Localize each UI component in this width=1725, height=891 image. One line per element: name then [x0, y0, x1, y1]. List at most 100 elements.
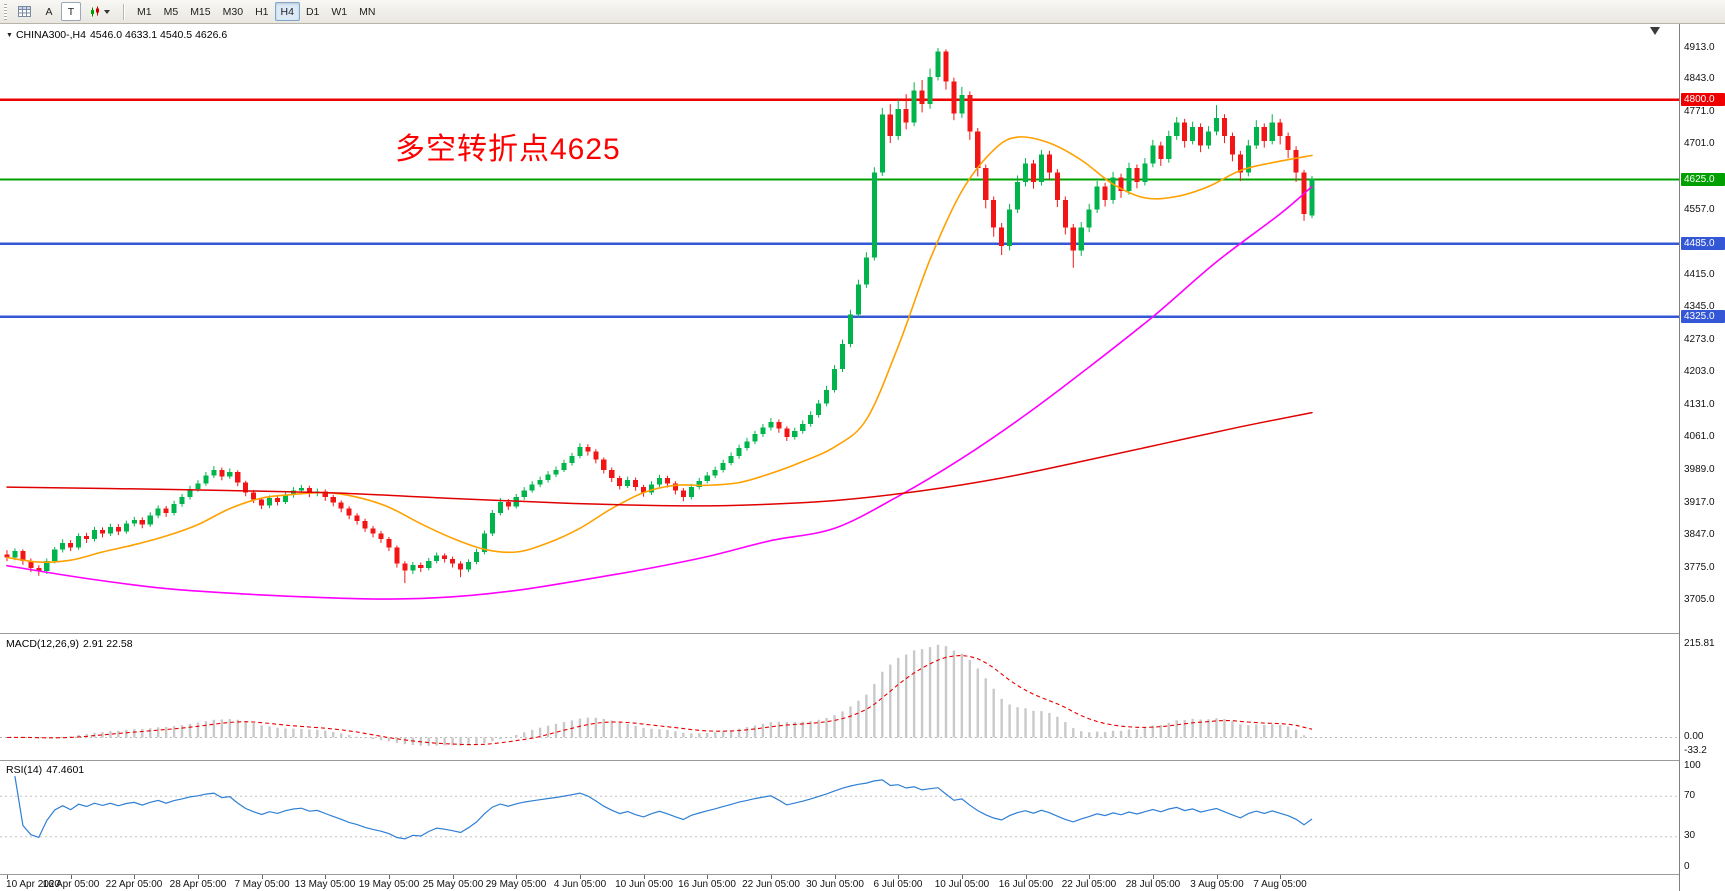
time-tick [262, 875, 263, 879]
panel-divider-macd-rsi[interactable] [0, 760, 1725, 761]
text-tool-button[interactable]: T [61, 2, 81, 21]
chart-shift-marker[interactable] [1650, 27, 1660, 35]
time-tick [1217, 875, 1218, 879]
time-label: 16 Apr 05:00 [42, 879, 100, 890]
symbol-name: CHINA300-,H4 [15, 29, 86, 41]
price-label: 4557.0 [1684, 204, 1715, 216]
time-tick [962, 875, 963, 879]
price-label: 30 [1684, 830, 1696, 842]
price-label: 4131.0 [1684, 398, 1715, 410]
grid-icon [18, 6, 31, 17]
timeframe-button-mn[interactable]: MN [353, 2, 381, 21]
time-label: 30 Jun 05:00 [806, 879, 864, 890]
macd-label: MACD(12,26,9) [6, 638, 79, 650]
time-label: 19 May 05:00 [358, 879, 420, 890]
rsi-panel[interactable] [0, 761, 1679, 874]
price-label: 4345.0 [1684, 301, 1715, 313]
time-tick [198, 875, 199, 879]
time-tick [1026, 875, 1027, 879]
time-tick [771, 875, 772, 879]
price-label: 3847.0 [1684, 528, 1715, 540]
price-label: 4843.0 [1684, 73, 1715, 85]
macd-info-line: MACD(12,26,9) 2.91 22.58 [6, 638, 137, 650]
time-label: 22 Jul 05:00 [1061, 879, 1117, 890]
time-axis-line [0, 874, 1725, 875]
time-label: 7 Aug 05:00 [1253, 879, 1307, 890]
time-label: 13 May 05:00 [294, 879, 356, 890]
timeframe-button-m1[interactable]: M1 [131, 2, 158, 21]
price-label: 0.00 [1684, 730, 1704, 742]
price-label: 4273.0 [1684, 333, 1715, 345]
timeframe-button-m5[interactable]: M5 [158, 2, 185, 21]
time-label: 10 Jun 05:00 [615, 879, 673, 890]
arrow-tool-label: A [45, 5, 53, 18]
time-label: 10 Apr 2020 [6, 879, 60, 890]
toolbar-separator [123, 3, 124, 20]
price-label: 70 [1684, 789, 1696, 801]
time-tick [644, 875, 645, 879]
time-label: 22 Jun 05:00 [742, 879, 800, 890]
symbol-dropdown-icon[interactable]: ▼ [6, 32, 13, 39]
time-label: 3 Aug 05:00 [1190, 879, 1244, 890]
time-label: 7 May 05:00 [234, 879, 290, 890]
timeframe-button-m15[interactable]: M15 [184, 2, 216, 21]
price-badge: 4485.0 [1681, 237, 1725, 251]
ohlc-values: 4546.0 4633.1 4540.5 4626.6 [89, 29, 228, 41]
time-tick [1153, 875, 1154, 879]
main-price-panel[interactable] [0, 24, 1679, 633]
candles-icon [91, 6, 99, 16]
chart-object-dropdown[interactable] [83, 2, 116, 21]
annotation-text[interactable]: 多空转折点4625 [395, 133, 621, 166]
time-label: 22 Apr 05:00 [105, 879, 163, 890]
order-grid-button[interactable] [12, 2, 37, 21]
time-tick [7, 875, 8, 879]
timeframe-button-w1[interactable]: W1 [325, 2, 353, 21]
timeframe-button-h4[interactable]: H4 [274, 2, 300, 21]
price-label: 4701.0 [1684, 138, 1715, 150]
time-label: 4 Jun 05:00 [553, 879, 607, 890]
time-tick [835, 875, 836, 879]
toolbar: A T M1 M5 M15 M30 H1 H4 D1 W1 MN [0, 0, 1725, 24]
time-label: 28 Apr 05:00 [169, 879, 227, 890]
time-tick [389, 875, 390, 879]
arrow-tool-button[interactable]: A [39, 2, 59, 21]
price-label: 215.81 [1684, 638, 1715, 649]
time-tick [325, 875, 326, 879]
price-label: 4913.0 [1684, 41, 1715, 53]
timeframe-button-d1[interactable]: D1 [300, 2, 325, 21]
time-label: 16 Jul 05:00 [998, 879, 1054, 890]
chart-area[interactable]: ▼ CHINA300-,H4 4546.0 4633.1 4540.5 4626.6… [0, 24, 1725, 891]
price-label: 3917.0 [1684, 496, 1715, 508]
price-label: 0 [1684, 860, 1690, 872]
text-tool-label: T [67, 5, 75, 18]
panel-divider-main-macd[interactable] [0, 633, 1725, 634]
time-tick [1280, 875, 1281, 879]
time-axis[interactable]: 10 Apr 2020 16 Apr 05:00 22 Apr 05:00 28 Ap… [0, 875, 1679, 891]
price-label: 4771.0 [1684, 106, 1715, 118]
price-label: 3705.0 [1684, 593, 1715, 605]
symbol-info-line: ▼ CHINA300-,H4 4546.0 4633.1 4540.5 4626.6 [6, 29, 231, 41]
price-label: 3989.0 [1684, 463, 1715, 475]
time-label: 28 Jul 05:00 [1125, 879, 1181, 890]
time-label: 16 Jun 05:00 [678, 879, 736, 890]
price-badge: 4625.0 [1681, 173, 1725, 187]
price-label: 4061.0 [1684, 430, 1715, 442]
price-axis[interactable]: 4913.0 4843.0 4800.0 4771.0 4701.0 4625.0 4557… [1679, 24, 1725, 891]
timeframe-button-m30[interactable]: M30 [217, 2, 249, 21]
time-tick [71, 875, 72, 879]
macd-values: 2.91 22.58 [82, 638, 133, 650]
rsi-value: 47.4601 [46, 764, 85, 776]
time-label: 10 Jul 05:00 [934, 879, 990, 890]
caret-down-icon [104, 9, 110, 14]
price-label: 100 [1684, 759, 1701, 771]
timeframe-button-h1[interactable]: H1 [249, 2, 274, 21]
toolbar-drag-handle[interactable] [4, 3, 7, 20]
time-tick [453, 875, 454, 879]
time-tick [707, 875, 708, 879]
time-tick [1089, 875, 1090, 879]
time-tick [134, 875, 135, 879]
time-tick [580, 875, 581, 879]
macd-panel[interactable] [0, 634, 1679, 760]
price-label: -33.2 [1684, 745, 1707, 757]
time-tick [516, 875, 517, 879]
